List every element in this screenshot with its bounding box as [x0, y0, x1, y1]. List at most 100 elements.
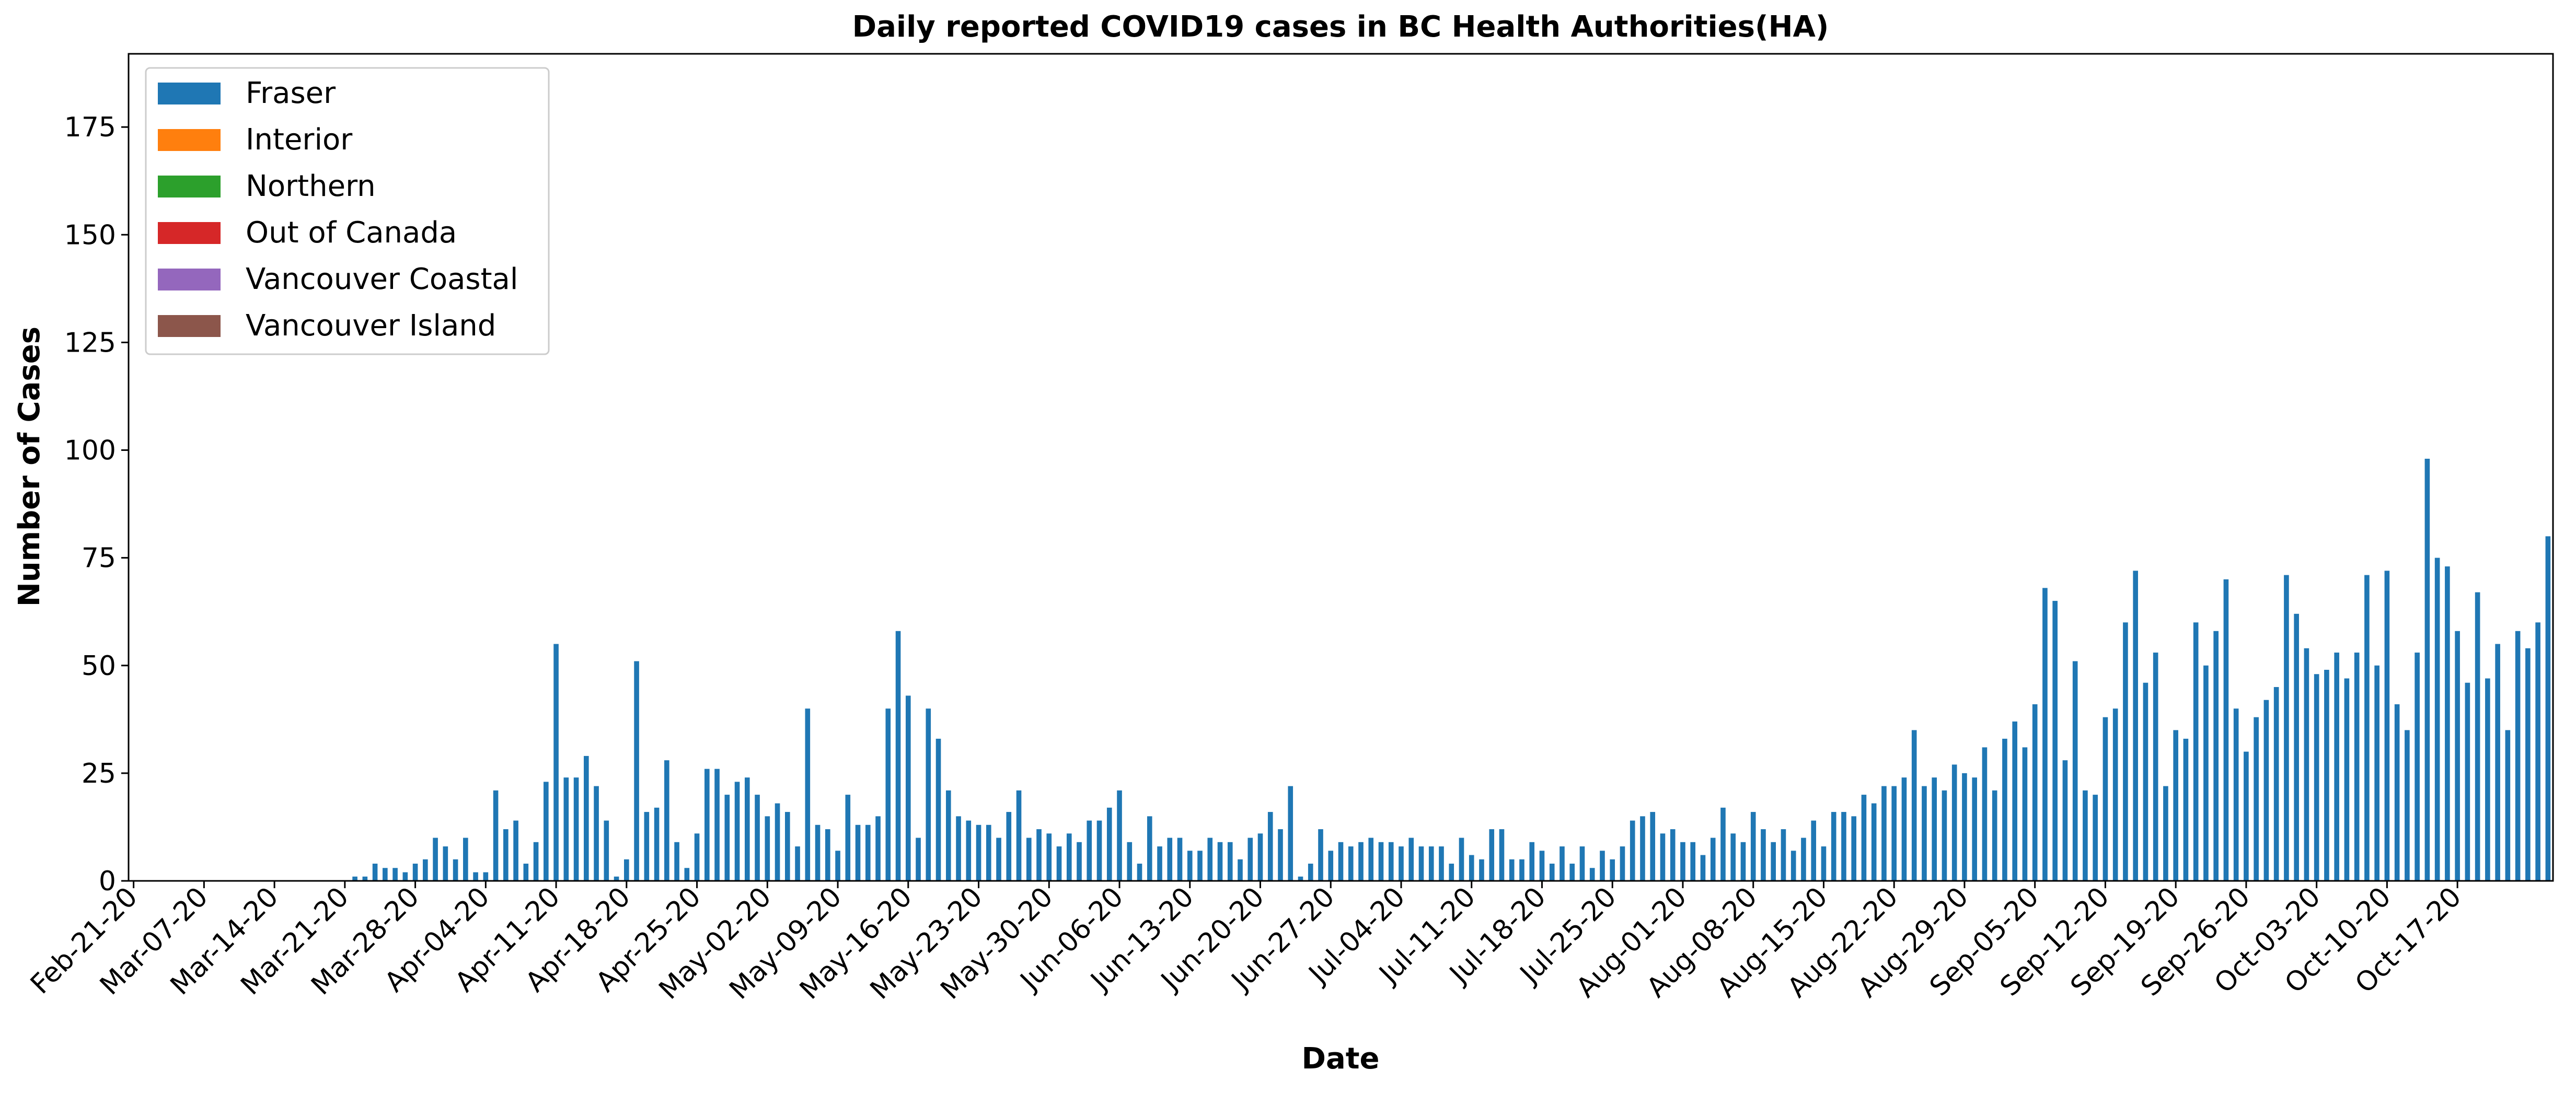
bar-segment-fraser [1951, 764, 1957, 881]
bar-segment-fraser [2445, 566, 2450, 881]
bar-segment-fraser [1399, 846, 1404, 881]
y-tick-label: 175 [64, 112, 116, 143]
bar-segment-fraser [674, 842, 679, 881]
bar-segment-fraser [1036, 829, 1042, 881]
bar-segment-fraser [1529, 842, 1535, 881]
bar-segment-fraser [443, 846, 448, 881]
bar-segment-fraser [1710, 838, 1716, 881]
bar-segment-fraser [1368, 838, 1374, 881]
bar-segment-fraser [845, 795, 851, 881]
bar-segment-fraser [805, 708, 811, 881]
bar-segment-fraser [2324, 670, 2329, 881]
legend-swatch [158, 315, 221, 337]
legend-swatch [158, 83, 221, 104]
y-tick-label: 50 [82, 650, 116, 682]
bar-segment-fraser [1197, 851, 1203, 881]
bar-segment-fraser [1318, 829, 1323, 881]
bar-segment-fraser [563, 777, 569, 881]
y-tick-label: 25 [82, 758, 116, 789]
bar-segment-fraser [2244, 751, 2249, 881]
y-tick-label: 150 [64, 219, 116, 251]
legend-label: Out of Canada [246, 216, 457, 250]
bar-segment-fraser [614, 876, 619, 881]
bar-segment-fraser [1660, 833, 1666, 881]
bar-segment-fraser [2344, 678, 2350, 881]
bar-segment-fraser [1096, 820, 1102, 881]
bar-segment-fraser [644, 812, 650, 881]
bar-segment-fraser [1630, 820, 1635, 881]
bar-segment-fraser [2424, 459, 2430, 881]
legend-box [145, 67, 550, 355]
bar-segment-fraser [2183, 738, 2189, 881]
bar-segment-fraser [604, 820, 609, 881]
bar-segment-fraser [2193, 622, 2199, 881]
bar-segment-fraser [1117, 790, 1122, 881]
bar-segment-fraser [503, 829, 509, 881]
bar-segment-fraser [544, 782, 549, 881]
bar-segment-fraser [1982, 747, 1988, 881]
bar-segment-fraser [1750, 812, 1756, 881]
bar-segment-fraser [2505, 730, 2511, 881]
bar-segment-fraser [775, 803, 780, 881]
bar-segment-fraser [2284, 575, 2289, 881]
bar-segment-fraser [1871, 803, 1877, 881]
legend-label: Vancouver Coastal [246, 262, 518, 296]
bar-segment-fraser [1238, 859, 1243, 881]
bar-segment-fraser [1821, 846, 1827, 881]
legend: Fraser Interior Northern Out of Canada Vanco… [145, 67, 550, 355]
bar-segment-fraser [1257, 833, 1263, 881]
bar-segment-fraser [986, 824, 991, 881]
bar-segment-fraser [1499, 829, 1505, 881]
bar-segment-fraser [2133, 571, 2138, 881]
bar-segment-fraser [714, 769, 720, 881]
bar-segment-fraser [664, 760, 669, 881]
y-tick-label: 0 [99, 866, 116, 897]
bar-segment-fraser [2475, 592, 2480, 881]
bar-segment-fraser [966, 820, 972, 881]
bar-segment-fraser [1791, 851, 1796, 881]
bar-segment-fraser [2515, 631, 2521, 881]
bar-segment-fraser [634, 661, 639, 881]
bar-segment-fraser [2163, 786, 2168, 881]
bar-segment-fraser [402, 872, 408, 881]
legend-swatch [158, 129, 221, 151]
bar-segment-fraser [1932, 777, 1937, 881]
bar-segment-fraser [1077, 842, 1082, 881]
bar-segment-fraser [1851, 816, 1856, 881]
bar-segment-fraser [1901, 777, 1907, 881]
bar-segment-fraser [573, 777, 579, 881]
bar-segment-fraser [2304, 648, 2309, 881]
bar-segment-fraser [1358, 842, 1364, 881]
bar-segment-fraser [2153, 653, 2158, 881]
bar-segment-fraser [1891, 786, 1897, 881]
bar-segment-fraser [553, 644, 559, 881]
bar-segment-fraser [1167, 838, 1173, 881]
bar-segment-fraser [1338, 842, 1344, 881]
legend-swatch [158, 222, 221, 244]
bar-segment-fraser [624, 859, 629, 881]
bar-segment-fraser [1066, 833, 1072, 881]
legend-label: Interior [246, 123, 353, 157]
bar-segment-fraser [905, 695, 911, 881]
bar-segment-fraser [594, 786, 599, 881]
bar-segment-fraser [2213, 631, 2219, 881]
bar-segment-fraser [2535, 622, 2540, 881]
bar-segment-fraser [1177, 838, 1183, 881]
bar-segment-fraser [2415, 653, 2420, 881]
bar-segment-fraser [1700, 855, 1706, 881]
bar-segment-fraser [916, 838, 921, 881]
bar-segment-fraser [1539, 851, 1545, 881]
bar-segment-fraser [1217, 842, 1223, 881]
legend-label: Fraser [246, 76, 336, 110]
bar-segment-fraser [926, 708, 931, 881]
bar-segment-fraser [1157, 846, 1162, 881]
bar-segment-fraser [865, 824, 871, 881]
bar-segment-fraser [745, 777, 750, 881]
bar-segment-fraser [1418, 846, 1424, 881]
bar-segment-fraser [2233, 708, 2239, 881]
bar-segment-fraser [1428, 846, 1434, 881]
bar-segment-fraser [1720, 807, 1726, 881]
bar-segment-fraser [2485, 678, 2490, 881]
bar-segment-fraser [1771, 842, 1776, 881]
